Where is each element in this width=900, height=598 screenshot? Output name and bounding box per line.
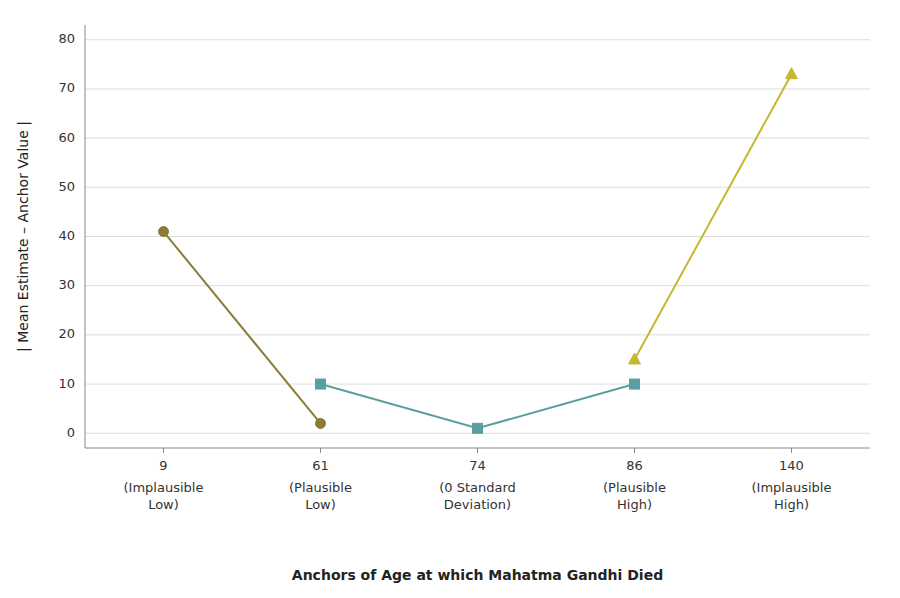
y-tick-label: 20	[58, 326, 75, 341]
marker	[786, 68, 798, 79]
plot-area	[159, 68, 798, 434]
y-tick-label: 60	[58, 130, 75, 145]
y-tick-label: 40	[58, 228, 75, 243]
y-tick-label: 70	[58, 80, 75, 95]
x-axis-title: Anchors of Age at which Mahatma Gandhi D…	[292, 567, 663, 583]
grid	[85, 40, 870, 433]
y-tick-label: 80	[58, 31, 75, 46]
marker	[316, 379, 326, 389]
line	[321, 384, 635, 428]
series	[316, 379, 640, 433]
y-tick-label: 30	[58, 277, 75, 292]
marker	[630, 379, 640, 389]
x-tick-label: 74(0 StandardDeviation)	[439, 458, 516, 512]
series	[159, 227, 326, 429]
y-tick-label: 10	[58, 376, 75, 391]
x-tick-label: 9(ImplausibleLow)	[124, 458, 204, 512]
x-tick	[163, 448, 164, 453]
grid-line	[85, 88, 870, 89]
line	[635, 74, 792, 359]
x-tick	[477, 448, 478, 453]
x-tick-label: 61(PlausibleLow)	[289, 458, 352, 512]
x-tick	[320, 448, 321, 453]
x-tick-label: 140(ImplausibleHigh)	[752, 458, 832, 512]
y-tick-label: 50	[58, 179, 75, 194]
y-axis-line	[85, 25, 86, 448]
series	[629, 68, 798, 364]
grid-line	[85, 138, 870, 139]
line	[164, 232, 321, 424]
marker	[316, 418, 326, 428]
grid-line	[85, 334, 870, 335]
marker	[473, 423, 483, 433]
x-tick-label: 86(PlausibleHigh)	[603, 458, 666, 512]
grid-line	[85, 384, 870, 385]
grid-line	[85, 285, 870, 286]
x-tick	[634, 448, 635, 453]
grid-line	[85, 236, 870, 237]
marker	[159, 227, 169, 237]
grid-line	[85, 187, 870, 188]
grid-line	[85, 39, 870, 40]
y-axis-title: | Mean Estimate – Anchor Value |	[15, 121, 32, 352]
y-tick-label: 0	[67, 425, 75, 440]
marker	[629, 353, 641, 364]
chart: 0 10 20 30 40 50 60 70 80 9(ImplausibleLow) 61(Pla…	[0, 0, 900, 598]
x-tick	[791, 448, 792, 453]
